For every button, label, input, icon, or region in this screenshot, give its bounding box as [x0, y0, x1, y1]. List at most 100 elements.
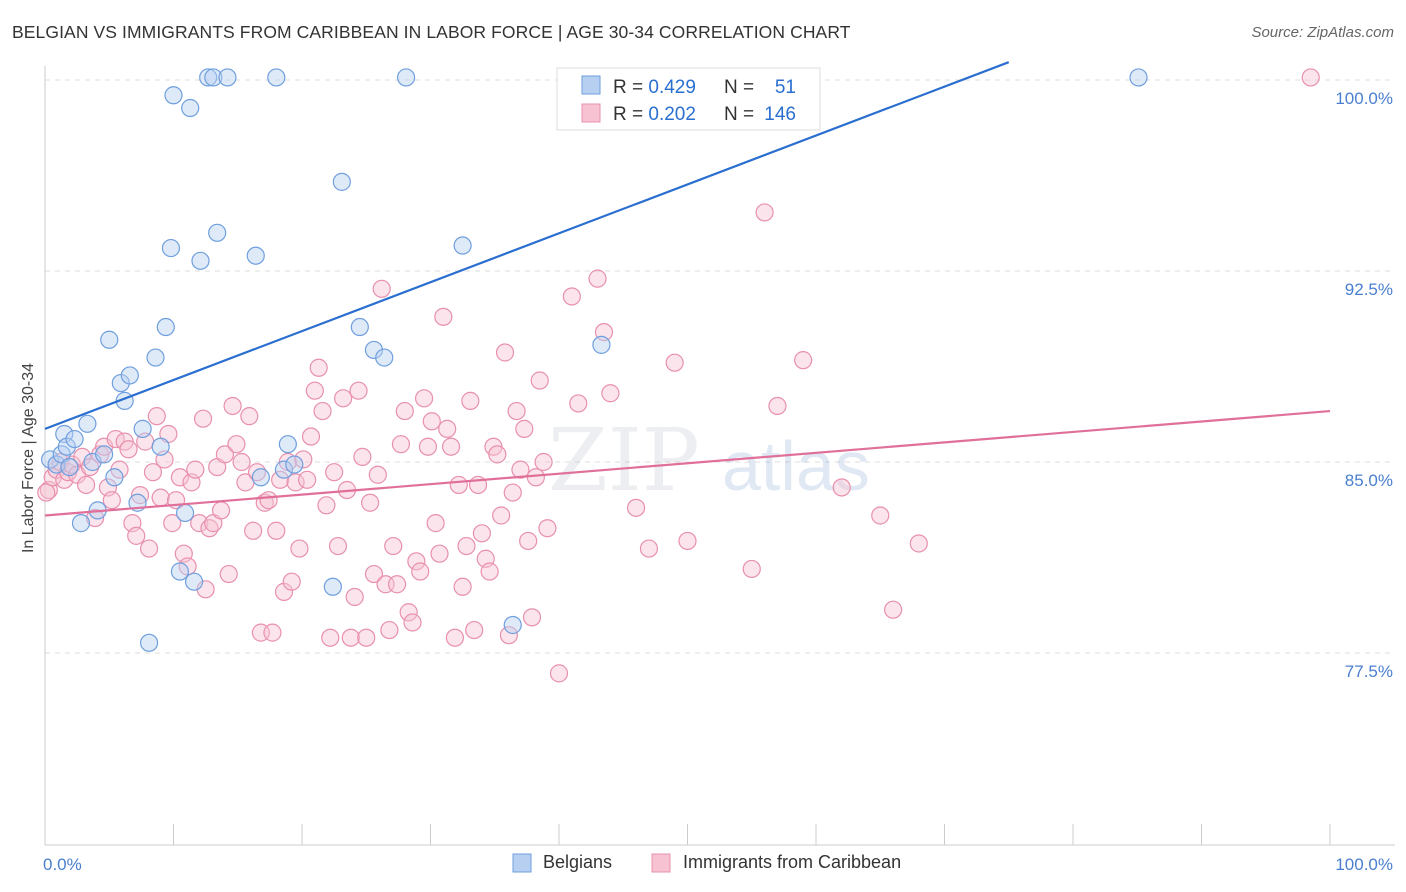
- belgian-point: [199, 68, 218, 87]
- caribbean-point: [143, 463, 163, 482]
- belgian-point: [65, 429, 84, 449]
- caribbean-point: [77, 475, 96, 495]
- caribbean-point: [267, 521, 286, 540]
- caribbean-point: [430, 544, 449, 563]
- caribbean-point: [665, 353, 684, 372]
- caribbean-point: [832, 478, 851, 497]
- caribbean-point: [418, 437, 438, 456]
- caribbean-point: [263, 623, 282, 642]
- caribbean-point: [499, 626, 518, 645]
- caribbean-point: [313, 401, 332, 421]
- caribbean-point: [227, 435, 246, 454]
- caribbean-point: [368, 465, 387, 484]
- caribbean-point: [519, 531, 538, 551]
- x-tick-labels: 0.0% 100.0%: [43, 855, 1393, 874]
- caribbean-point: [391, 435, 411, 454]
- caribbean-point: [151, 488, 170, 507]
- caribbean-point: [522, 608, 542, 627]
- caribbean-point: [472, 524, 491, 543]
- y-axis-label: In Labor Force | Age 30-34: [20, 363, 37, 553]
- belgian-point: [146, 348, 165, 367]
- caribbean-point: [282, 572, 301, 591]
- caribbean-point: [530, 371, 549, 390]
- caribbean-point: [341, 628, 360, 647]
- belgian-point: [592, 335, 611, 354]
- belgian-point: [1129, 68, 1148, 87]
- caribbean-point: [357, 628, 376, 647]
- stats-legend-swatch-caribbean: [581, 103, 601, 123]
- axes: [44, 66, 1395, 846]
- stats-r-label-2: R =: [613, 104, 648, 125]
- belgian-point: [156, 317, 175, 337]
- caribbean-point: [274, 582, 294, 601]
- caribbean-point: [434, 307, 453, 326]
- caribbean-point: [794, 351, 813, 370]
- belgian-point: [151, 437, 170, 456]
- y-tick-labels: 77.5% 85.0% 92.5% 100.0%: [1335, 89, 1393, 681]
- belgian-point: [323, 577, 342, 596]
- belgian-point: [375, 348, 394, 367]
- caribbean-point: [438, 419, 457, 438]
- stats-n-value-1: 51: [775, 77, 796, 98]
- grid-lines: [45, 79, 1395, 654]
- caribbean-point: [163, 514, 182, 533]
- chart-title: BELGIAN VS IMMIGRANTS FROM CARIBBEAN IN …: [12, 22, 851, 42]
- caribbean-point: [411, 562, 430, 581]
- belgian-point: [251, 468, 270, 487]
- y-tick-label: 100.0%: [1335, 89, 1393, 108]
- caribbean-point: [534, 452, 553, 472]
- belgian-point: [181, 98, 200, 118]
- caribbean-point: [334, 389, 353, 408]
- stats-n-value-2: 146: [764, 104, 796, 125]
- caribbean-point: [549, 664, 569, 683]
- series-belgians: [41, 68, 1148, 652]
- legend-swatch-belgians[interactable]: [512, 853, 532, 873]
- caribbean-point: [569, 394, 588, 413]
- caribbean-point: [538, 519, 557, 538]
- belgian-point: [175, 503, 195, 523]
- belgian-point: [453, 236, 472, 255]
- caribbean-point: [345, 587, 364, 607]
- belgian-point: [274, 460, 294, 479]
- caribbean-point: [380, 620, 399, 640]
- caribbean-point: [403, 613, 422, 632]
- caribbean-point: [422, 412, 441, 431]
- y-tick-label: 92.5%: [1345, 280, 1393, 299]
- legend-label-belgians[interactable]: Belgians: [543, 852, 613, 872]
- caribbean-point: [321, 628, 340, 647]
- caribbean-point: [909, 534, 928, 553]
- belgian-point: [503, 615, 522, 635]
- caribbean-point: [626, 498, 646, 517]
- caribbean-point: [190, 514, 209, 533]
- caribbean-point: [678, 531, 697, 551]
- belgian-point: [246, 246, 265, 265]
- belgian-point: [60, 457, 79, 477]
- caribbean-point: [294, 450, 313, 469]
- belgian-point: [105, 468, 124, 487]
- caribbean-point: [223, 396, 242, 416]
- caribbean-point: [119, 440, 138, 459]
- legend-swatch-caribbean[interactable]: [651, 853, 671, 873]
- caribbean-point: [755, 203, 774, 222]
- belgian-point: [278, 435, 297, 454]
- caribbean-point: [37, 483, 56, 502]
- caribbean-point: [488, 445, 507, 464]
- x-tick-label: 100.0%: [1335, 855, 1393, 874]
- caribbean-point: [232, 452, 251, 472]
- caribbean-point: [507, 401, 526, 421]
- caribbean-point: [480, 562, 499, 581]
- caribbean-point: [449, 475, 468, 495]
- caribbean-point: [871, 506, 890, 525]
- caribbean-point: [384, 536, 403, 556]
- caribbean-point: [639, 539, 659, 558]
- belgian-point: [161, 238, 181, 258]
- caribbean-point: [305, 381, 324, 400]
- caribbean-point: [562, 287, 581, 306]
- legend-label-caribbean[interactable]: Immigrants from Caribbean: [683, 852, 902, 872]
- caribbean-point: [317, 496, 336, 515]
- caribbean-point: [768, 396, 787, 416]
- belgian-point: [139, 633, 159, 652]
- belgian-point: [57, 437, 76, 456]
- belgian-point: [95, 445, 114, 464]
- stats-r-label-1: R =: [613, 77, 648, 98]
